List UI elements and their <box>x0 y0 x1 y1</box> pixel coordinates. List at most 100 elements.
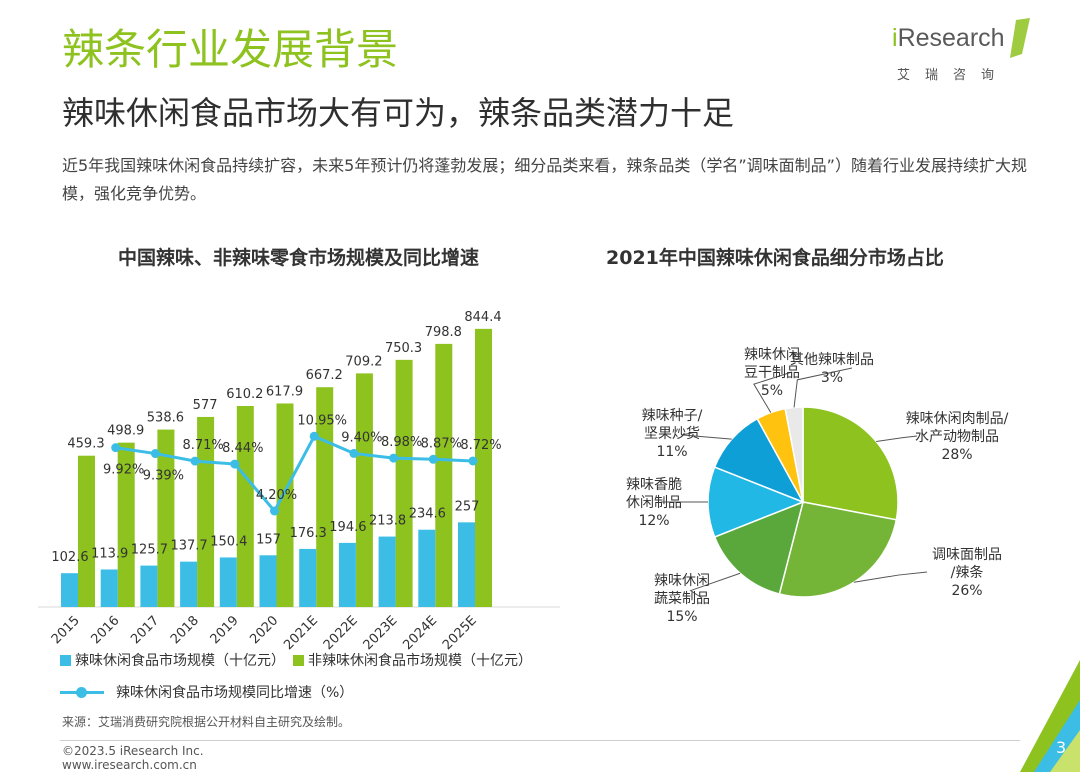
pie-slice-label: 水产动物制品 <box>915 429 999 445</box>
legend-nonspicy-label: 非辣味休闲食品市场规模（十亿元） <box>308 653 532 669</box>
pie-slice-percent: 28% <box>941 447 972 463</box>
pie-slice-label: 辣味休闲肉制品/ <box>906 411 1009 427</box>
bar-chart-title: 中国辣味、非辣味零食市场规模及同比增速 <box>118 247 480 269</box>
nonspicy-value-label: 750.3 <box>385 341 422 356</box>
spicy-bar <box>219 557 237 607</box>
spicy-bar <box>378 536 396 607</box>
pie-chart-title: 2021年中国辣味休闲食品细分市场占比 <box>606 247 944 269</box>
source-note: 来源：艾瑞消费研究院根据公开材料自主研究及绘制。 <box>62 715 351 729</box>
spicy-bar <box>458 522 475 607</box>
spicy-value-label: 176.3 <box>290 526 327 541</box>
x-tick-label: 2017 <box>128 613 162 647</box>
growth-value-label: 8.71% <box>182 438 223 453</box>
spicy-value-label: 194.6 <box>329 520 366 535</box>
page-title: 辣条行业发展背景 <box>62 25 399 74</box>
spicy-value-label: 113.9 <box>91 546 128 561</box>
nonspicy-value-label: 538.6 <box>147 411 184 426</box>
nonspicy-value-label: 610.2 <box>226 387 263 402</box>
growth-point <box>230 459 240 469</box>
legend-spicy-label: 辣味休闲食品市场规模（十亿元） <box>75 653 285 669</box>
copyright-text: ©2023.5 iResearch Inc. <box>62 744 204 758</box>
nonspicy-bar <box>157 429 175 607</box>
line-legend: 辣味休闲食品市场规模同比增速（%） <box>60 682 353 702</box>
corner-decoration <box>1020 660 1080 772</box>
spicy-bar <box>418 529 436 607</box>
spicy-value-label: 137.7 <box>170 539 207 554</box>
footer-copyright: ©2023.5 iResearch Inc. www.iresearch.com… <box>62 744 204 772</box>
pie-slice <box>707 466 806 538</box>
x-tick-label: 2020 <box>247 613 281 647</box>
pie-slice-percent: 15% <box>666 609 697 625</box>
nonspicy-value-label: 577 <box>193 398 218 413</box>
pie-leader-line <box>876 435 918 442</box>
pie-slice-label: 休闲制品 <box>626 495 682 511</box>
market-size-bar-chart: 459.3 102.6 2015 498.9 113.9 2016 538.6 125.7 20… <box>38 310 560 653</box>
nonspicy-bar <box>276 403 294 607</box>
page-number: 3 <box>1056 738 1067 757</box>
pie-slice <box>802 406 899 521</box>
spicy-value-label: 234.6 <box>409 507 446 522</box>
nonspicy-bar <box>78 455 95 607</box>
logo-word: Research <box>897 24 1005 52</box>
x-tick-label: 2018 <box>168 613 202 647</box>
spicy-bar <box>180 561 198 607</box>
legend-spicy-swatch <box>60 654 71 666</box>
nonspicy-bar <box>395 359 413 607</box>
growth-value-label: 9.40% <box>341 430 382 445</box>
growth-point <box>428 454 438 464</box>
nonspicy-value-label: 667.2 <box>306 368 343 383</box>
growth-value-label: 8.87% <box>421 436 462 451</box>
growth-value-label: 8.98% <box>381 435 422 450</box>
footer-divider <box>60 740 1020 741</box>
legend-growth-marker <box>60 686 104 698</box>
spicy-value-label: 257 <box>455 499 480 514</box>
x-tick-label: 2019 <box>208 613 242 647</box>
pie-leader-line <box>681 432 732 440</box>
pie-slice-label: 蔬菜制品 <box>654 591 710 607</box>
pie-slice-label: 坚果炒货 <box>644 425 700 442</box>
logo-i: i <box>892 24 898 52</box>
legend-growth-label: 辣味休闲食品市场规模同比增速（%） <box>116 685 354 701</box>
pie-slice-percent: 12% <box>638 513 669 529</box>
nonspicy-bar <box>435 343 453 607</box>
nonspicy-value-label: 709.2 <box>345 354 382 369</box>
spicy-value-label: 102.6 <box>51 550 88 565</box>
pie-slice-label: 辣味休闲 <box>744 347 800 363</box>
pie-slice <box>713 417 805 504</box>
spicy-value-label: 213.8 <box>369 514 406 529</box>
nonspicy-value-label: 459.3 <box>67 437 104 452</box>
pie-leader-line <box>853 571 928 583</box>
growth-line <box>115 434 474 514</box>
intro-paragraph: 近5年我国辣味休闲食品持续扩容，未来5年预计仍将蓬勃发展；细分品类来看，辣条品类… <box>62 156 1027 203</box>
spicy-bar <box>61 573 78 607</box>
x-tick-label: 2024E <box>400 613 440 653</box>
x-tick-label: 2016 <box>89 613 123 647</box>
growth-point <box>190 456 200 466</box>
spicy-bar <box>100 569 118 607</box>
x-tick-label: 2023E <box>361 613 401 653</box>
growth-value-label: 9.92% <box>103 463 144 478</box>
growth-point <box>270 506 279 516</box>
spicy-bar <box>259 555 277 607</box>
pie-slice-label: 调味面制品 <box>932 547 1002 563</box>
x-tick-label: 2015 <box>49 613 83 647</box>
spicy-value-label: 125.7 <box>131 543 168 558</box>
nonspicy-bar <box>197 416 215 607</box>
pie-slice-label: /辣条 <box>951 564 984 581</box>
nonspicy-value-label: 798.8 <box>425 325 462 340</box>
pie-slice-percent: 26% <box>951 583 982 599</box>
nonspicy-bar <box>475 328 492 607</box>
growth-point <box>468 456 478 466</box>
pie-leader-line <box>689 572 741 599</box>
growth-value-label: 8.44% <box>222 441 263 456</box>
pie-slice <box>778 501 898 598</box>
spicy-value-label: 150.4 <box>210 534 247 549</box>
nonspicy-bar <box>236 406 254 607</box>
pie-slice-label: 其他辣味制品 <box>790 352 874 368</box>
growth-value-label: 8.72% <box>460 438 501 453</box>
pie-slice-label: 辣味种子/ <box>642 408 703 424</box>
pie-slice-percent: 11% <box>656 444 687 460</box>
nonspicy-bar <box>355 373 373 607</box>
growth-point <box>150 449 160 459</box>
